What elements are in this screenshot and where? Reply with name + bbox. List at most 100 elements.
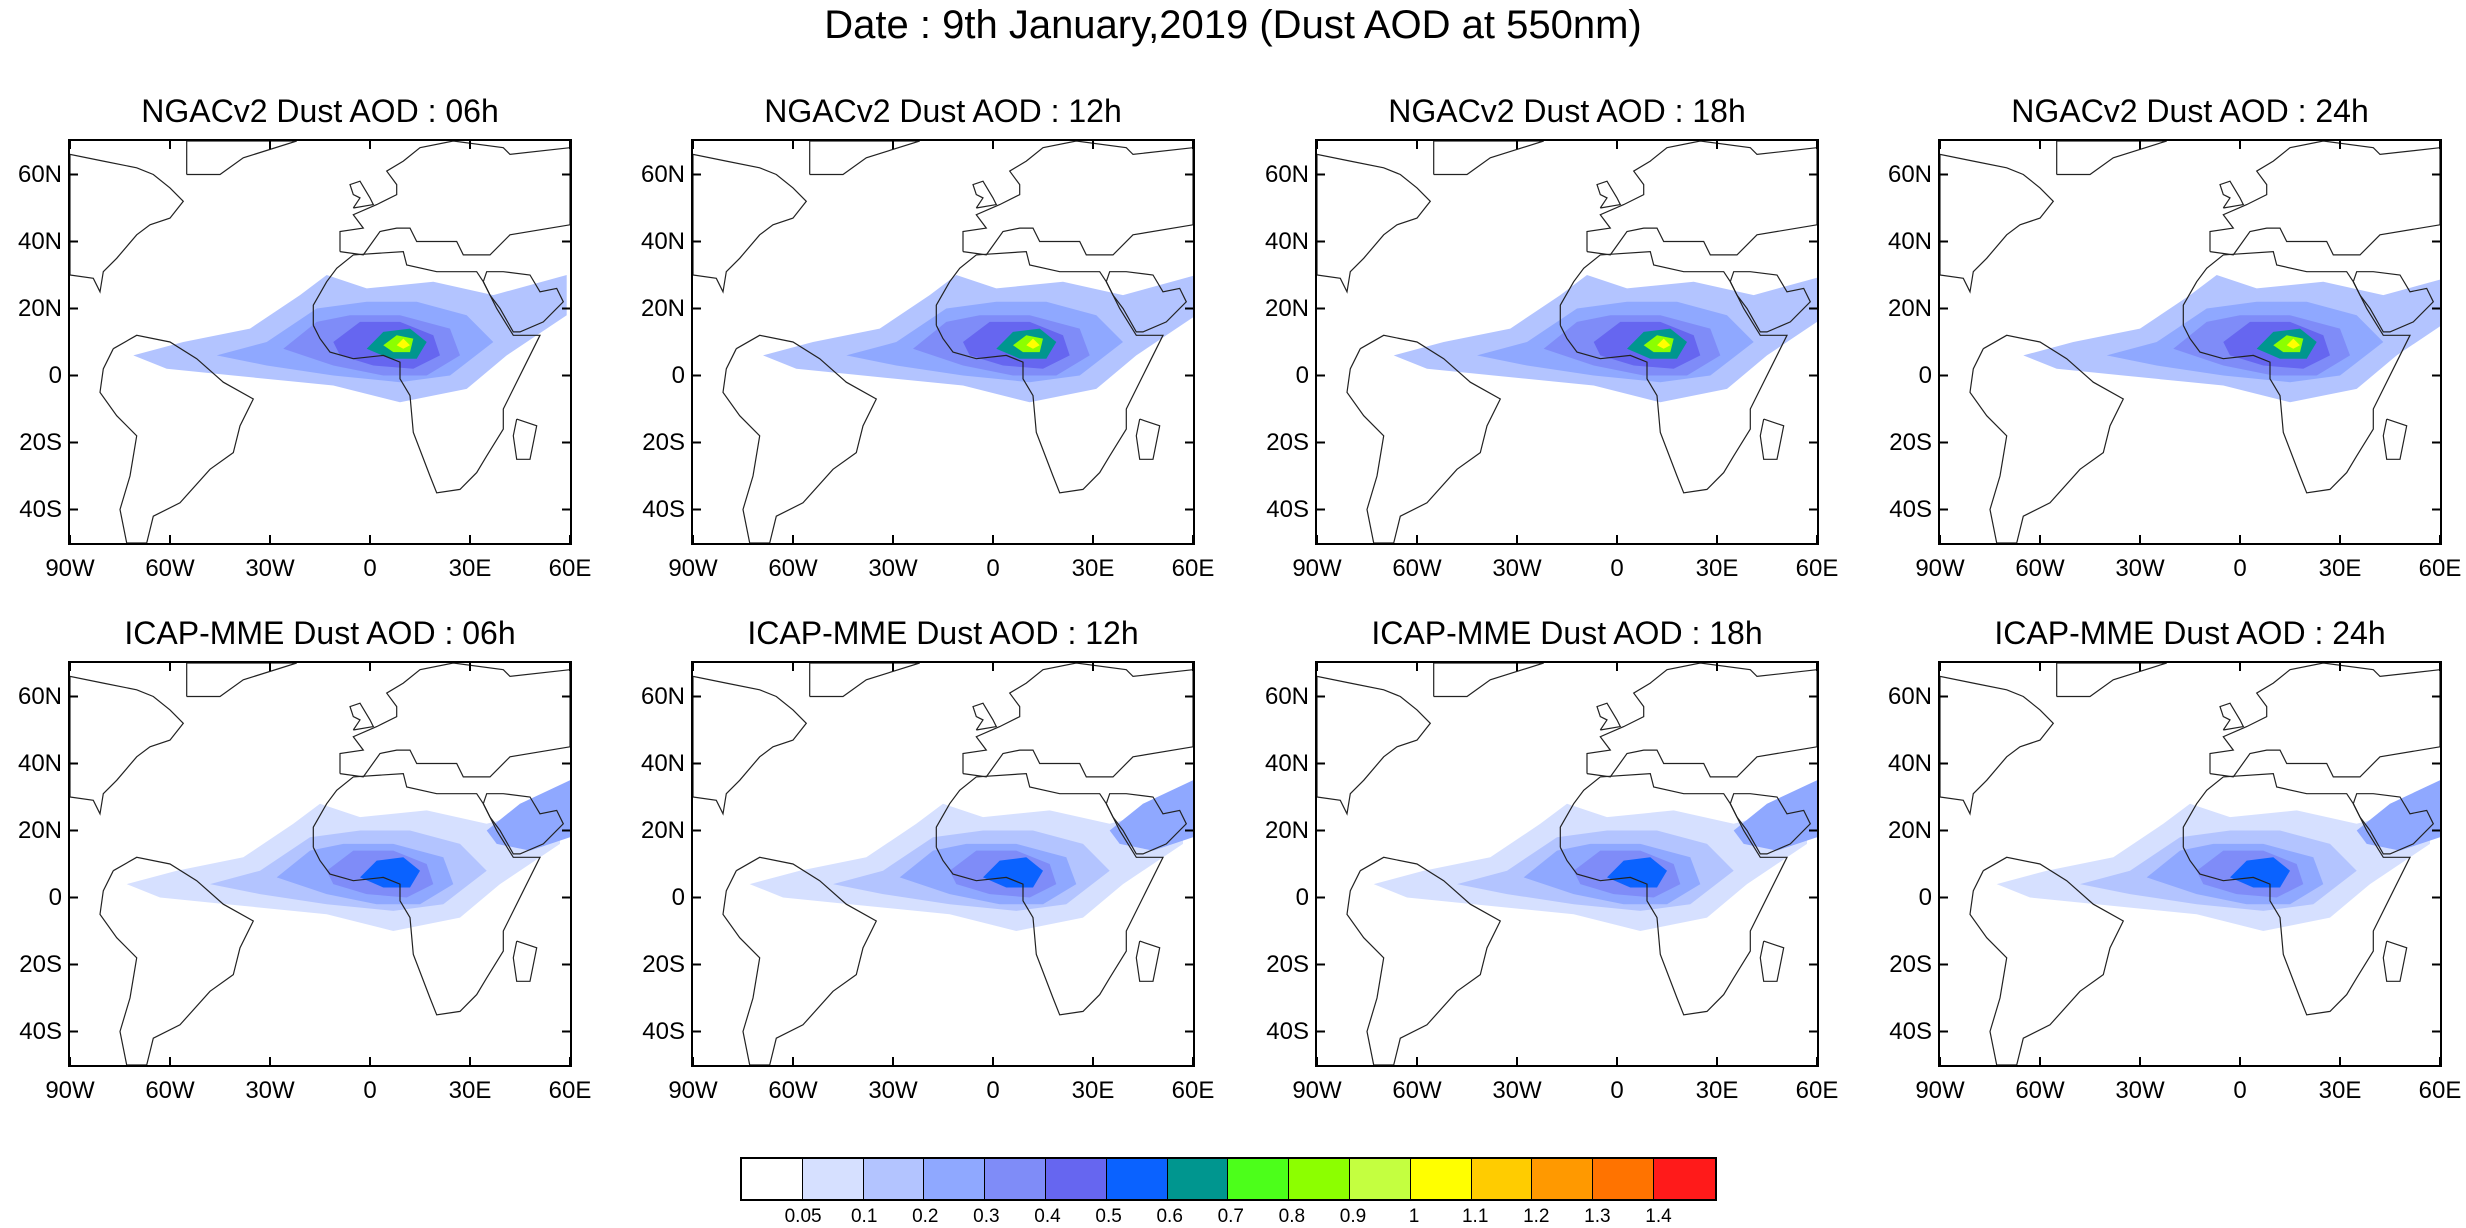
coastline — [1317, 153, 1432, 294]
lat-tick-label: 40S — [1266, 495, 1309, 523]
lon-tick-label: 30W — [1492, 1077, 1542, 1104]
coastline — [1969, 856, 2125, 1065]
dust-aod-map — [1938, 139, 2442, 545]
colorbar-label: 0.9 — [1339, 1206, 1367, 1227]
coastline — [809, 141, 920, 176]
lon-tick-label: 90W — [45, 1077, 95, 1104]
lat-tick-label: 40S — [19, 1017, 62, 1045]
coastline — [1586, 663, 1817, 778]
dust-plume-contour — [1109, 780, 1193, 851]
lon-tick-label: 90W — [45, 555, 95, 582]
lat-tick-label: 40S — [642, 1017, 685, 1045]
colorbar-swatch — [1045, 1159, 1107, 1199]
coastline — [339, 663, 570, 778]
dust-aod-map — [1938, 661, 2442, 1067]
colorbar-swatch — [1228, 1159, 1290, 1199]
lat-tick-label: 40N — [1887, 749, 1932, 777]
lon-tick-label: 60E — [1795, 1077, 1839, 1104]
lat-tick-label: 60N — [1264, 160, 1309, 188]
lat-tick-label: 0 — [1295, 883, 1309, 911]
dust-aod-map — [1315, 661, 1819, 1067]
coastline — [1346, 334, 1502, 543]
dust-plume-contour — [1733, 780, 1817, 851]
coastline — [1135, 940, 1161, 982]
lon-tick-label: 60W — [1392, 555, 1442, 582]
lat-tick-label: 40S — [642, 495, 685, 523]
dust-plume-contour — [486, 780, 570, 851]
colorbar-swatch — [1532, 1159, 1594, 1199]
lat-tick-label: 20N — [640, 816, 685, 844]
lon-tick-label: 30E — [2318, 1077, 2362, 1104]
colorbar-label: 0.5 — [1095, 1206, 1122, 1227]
coastline — [809, 663, 920, 698]
coastline — [1433, 663, 1544, 698]
lon-tick-label: 0 — [1610, 555, 1624, 582]
lat-tick-label: 0 — [1295, 361, 1309, 389]
lon-tick-label: 60E — [548, 555, 592, 582]
lon-tick-label: 60W — [145, 1077, 195, 1104]
colorbar-label: 0.2 — [912, 1206, 939, 1227]
coastline — [2056, 141, 2167, 176]
lon-tick-label: 60E — [2418, 1077, 2462, 1104]
coastline — [339, 141, 570, 256]
coastline — [1729, 793, 1812, 855]
colorbar — [740, 1157, 1717, 1201]
panel-title: NGACv2 Dust AOD : 24h — [2011, 93, 2369, 129]
map-canvas — [70, 663, 570, 1065]
colorbar-label: 1 — [1408, 1206, 1420, 1227]
lat-tick-label: 40S — [1266, 1017, 1309, 1045]
colorbar-label: 1.1 — [1461, 1206, 1489, 1227]
coastline — [349, 702, 375, 731]
dust-aod-map — [68, 661, 572, 1067]
lon-tick-label: 0 — [2233, 555, 2247, 582]
coastline — [1940, 675, 2055, 816]
lon-tick-label: 30E — [1071, 1077, 1115, 1104]
coastline — [1135, 418, 1161, 460]
coastline — [482, 793, 565, 855]
coastline — [1586, 141, 1817, 256]
lat-tick-label: 60N — [1887, 160, 1932, 188]
colorbar-label: 1.3 — [1584, 1206, 1611, 1227]
lon-tick-label: 0 — [986, 555, 1000, 582]
panel-title: NGACv2 Dust AOD : 06h — [141, 93, 499, 129]
lon-tick-label: 60W — [768, 1077, 818, 1104]
lon-tick-label: 60W — [145, 555, 195, 582]
lat-tick-label: 20S — [1266, 950, 1309, 978]
coastline — [2219, 180, 2245, 209]
lat-tick-label: 20S — [1889, 428, 1932, 456]
lat-tick-label: 40N — [17, 749, 62, 777]
dust-plume-contour — [2286, 338, 2300, 349]
panel-title: ICAP-MME Dust AOD : 06h — [124, 615, 516, 651]
lon-tick-label: 90W — [1292, 555, 1342, 582]
panel-title: ICAP-MME Dust AOD : 12h — [747, 615, 1139, 651]
colorbar-label: 0.7 — [1217, 1206, 1244, 1227]
lat-tick-label: 20N — [1264, 816, 1309, 844]
lon-tick-label: 60E — [548, 1077, 592, 1104]
lat-tick-label: 60N — [17, 682, 62, 710]
panel-title: NGACv2 Dust AOD : 12h — [764, 93, 1122, 129]
lon-tick-label: 30W — [245, 1077, 295, 1104]
lon-tick-label: 60W — [2015, 555, 2065, 582]
coastline — [99, 856, 255, 1065]
lon-tick-label: 90W — [1292, 1077, 1342, 1104]
lat-tick-label: 40S — [1889, 1017, 1932, 1045]
colorbar-swatch — [863, 1159, 925, 1199]
lat-tick-label: 40N — [1264, 227, 1309, 255]
colorbar-swatch — [802, 1159, 864, 1199]
lat-tick-label: 20N — [1264, 294, 1309, 322]
coastline — [312, 250, 541, 494]
lat-tick-label: 20S — [1266, 428, 1309, 456]
coastline — [2056, 663, 2167, 698]
coastline — [693, 153, 808, 294]
lat-tick-label: 20S — [19, 428, 62, 456]
lat-tick-label: 20N — [1887, 816, 1932, 844]
colorbar-label: 0.1 — [850, 1206, 878, 1227]
dust-plume-contour — [983, 857, 1043, 888]
dust-plume-contour — [396, 338, 410, 349]
colorbar-label: 1.2 — [1523, 1206, 1550, 1227]
lon-tick-label: 60E — [1795, 555, 1839, 582]
lon-tick-label: 30W — [2115, 555, 2165, 582]
colorbar-swatch — [924, 1159, 986, 1199]
colorbar-label: 0.6 — [1156, 1206, 1183, 1227]
lat-tick-label: 20N — [1887, 294, 1932, 322]
